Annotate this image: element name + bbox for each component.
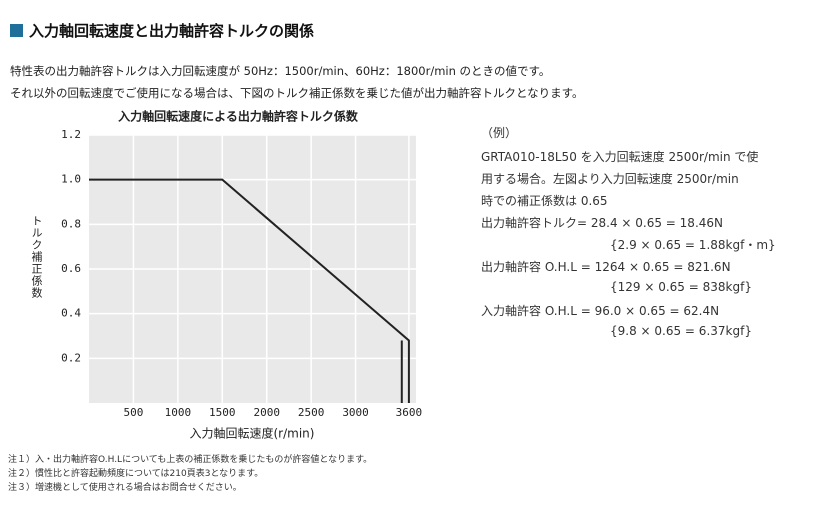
example-line: {129 × 0.65 = 838kgf}: [610, 280, 752, 294]
x-tick-label: 1000: [165, 406, 192, 419]
example-line: GRTA010-18L50 を入力回転速度 2500r/min で使: [481, 150, 759, 164]
section-title: 入力軸回転速度と出力軸許容トルクの関係: [10, 20, 314, 41]
y-tick-label: 0.6: [61, 262, 81, 275]
x-axis-label: 入力軸回転速度(r/min): [190, 426, 315, 441]
data-line: [89, 178, 410, 403]
y-tick-label: 0.8: [61, 217, 81, 230]
chart-title: 入力軸回転速度による出力軸許容トルク係数: [118, 109, 359, 124]
y-tick-label: 0.2: [61, 351, 81, 364]
example-line: 入力軸許容 O.H.L = 96.0 × 0.65 = 62.4N: [481, 304, 720, 318]
x-tick-label: 2500: [298, 406, 325, 419]
example-line: 時での補正係数は 0.65: [481, 194, 608, 208]
example-line: {2.9 × 0.65 = 1.88kgf・m}: [610, 238, 776, 252]
x-tick-label: 500: [123, 406, 143, 419]
y-tick-label: 1.2: [61, 128, 81, 141]
example-line: 用する場合。左図より入力回転速度 2500r/min: [481, 172, 739, 186]
example-line: {9.8 × 0.65 = 6.37kgf}: [610, 324, 752, 338]
example-line: 出力軸許容トルク= 28.4 × 0.65 = 18.46N: [481, 216, 724, 230]
example-line: （例）: [481, 126, 518, 140]
x-tick-label: 3000: [342, 406, 369, 419]
x-tick-label: 1500: [209, 406, 236, 419]
intro-line: 特性表の出力軸許容トルクは入力回転速度が 50Hz：1500r/min、60Hz…: [10, 64, 551, 78]
note: 注３）増速機として使用される場合はお問合せください。: [8, 483, 242, 493]
note: 注２）慣性比と許容起動頻度については210頁表3となります。: [8, 469, 264, 479]
y-tick-label: 1.0: [61, 173, 81, 186]
y-axis-label: トルク補正係数: [30, 215, 43, 299]
x-tick-label: 3600: [396, 406, 423, 419]
y-tick-label: 0.4: [61, 307, 81, 320]
example-line: 出力軸許容 O.H.L = 1264 × 0.65 = 821.6N: [481, 260, 731, 274]
note: 注１）入・出力軸許容O.H.Lについても上表の補正係数を乗じたものが許容値となり…: [8, 455, 373, 465]
x-tick-label: 2000: [253, 406, 280, 419]
intro-line: それ以外の回転速度でご使用になる場合は、下図のトルク補正係数を乗じた値が出力軸許…: [10, 86, 584, 100]
